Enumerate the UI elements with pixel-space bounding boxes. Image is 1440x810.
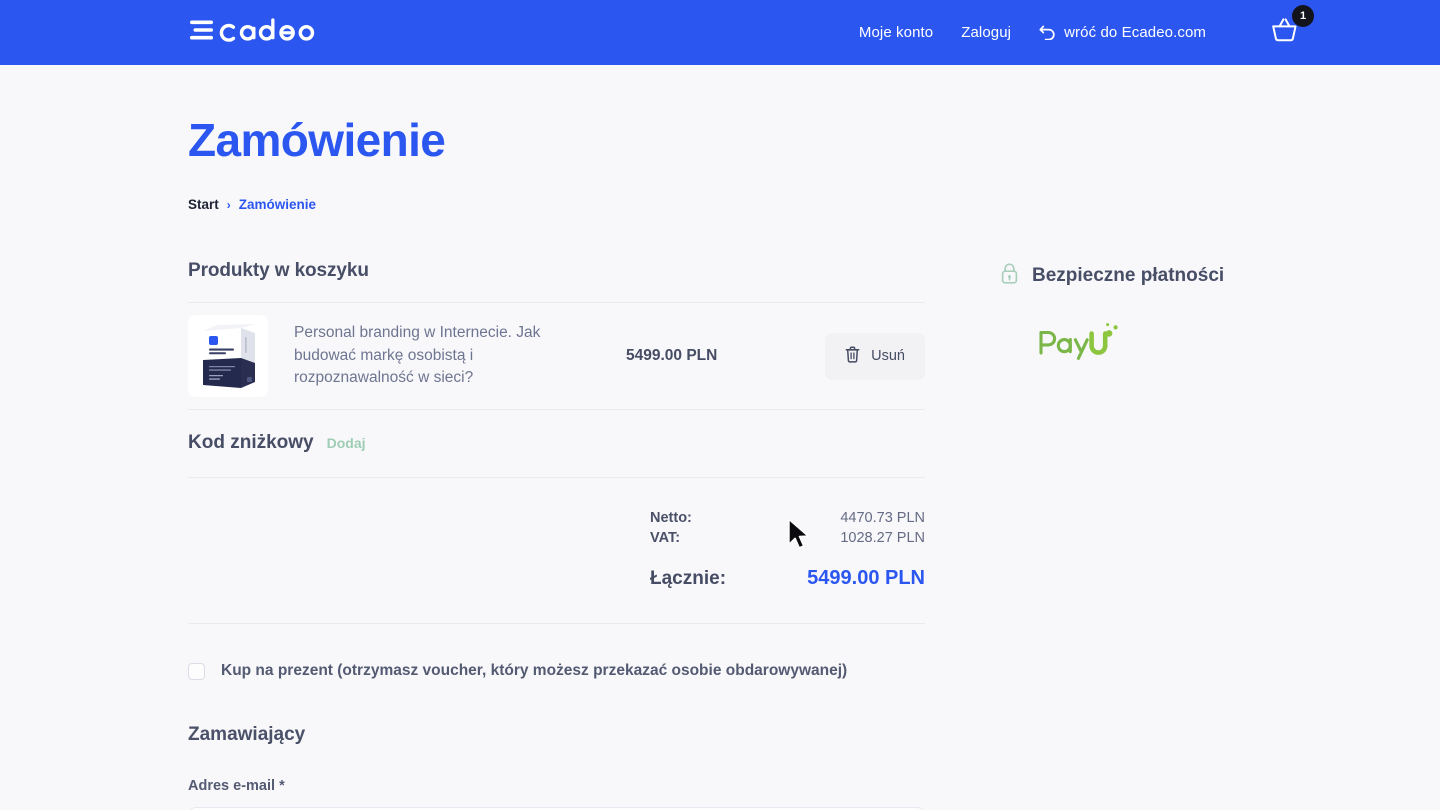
discount-code-label: Kod zniżkowy [188,432,314,453]
breadcrumb-home[interactable]: Start [188,197,219,212]
page-title: Zamówienie [188,114,446,166]
grand-total-label: Łącznie: [650,568,727,589]
divider-totals-bottom [188,623,925,624]
page-body: Zamówienie Start › Zamówienie Produkty w… [0,113,1440,810]
gift-option-row[interactable]: Kup na prezent (otrzymasz voucher, który… [188,624,925,680]
divider-discount-bottom [188,477,925,478]
secure-payments-title: Bezpieczne płatności [1032,265,1225,286]
discount-code-row: Kod zniżkowy Dodaj [188,410,925,477]
header-navigation: Moje konto Zaloguj wróć do Ecadeo.com [859,5,1314,49]
netto-value: 4470.73 PLN [840,510,925,526]
shopping-basket-icon [1270,16,1300,49]
breadcrumb: Start › Zamówienie [188,197,1440,212]
nav-my-account[interactable]: Moje konto [859,24,933,41]
nav-back-to-ecadeo[interactable]: wróć do Ecadeo.com [1039,24,1206,41]
vat-value: 1028.27 PLN [840,530,925,546]
gift-checkbox-label[interactable]: Kup na prezent (otrzymasz voucher, który… [221,662,848,679]
grand-total-row: Łącznie: 5499.00 PLN [650,567,925,590]
netto-label: Netto: [650,510,692,526]
cart-section-heading: Produkty w koszyku [188,260,369,281]
cart-count-badge: 1 [1292,5,1314,27]
secure-payments-header: Bezpieczne płatności [1000,262,1400,290]
discount-add-link[interactable]: Dodaj [326,435,366,451]
vat-label: VAT: [650,530,681,546]
lock-icon [1000,262,1019,290]
product-thumbnail[interactable] [188,315,268,397]
totals-grid: Netto: 4470.73 PLN VAT: 1028.27 PLN [650,510,925,546]
nav-login[interactable]: Zaloguj [961,24,1011,41]
orderer-section-heading: Zamawiający [188,724,306,745]
grand-total-value: 5499.00 PLN [807,567,925,589]
content-columns: Produkty w koszyku [188,260,1440,810]
nav-my-account-label: Moje konto [858,24,934,41]
brand-logo-link[interactable] [190,15,336,50]
ecadeo-logo-icon [190,15,336,50]
divider-cart-bottom [188,409,925,410]
main-column: Produkty w koszyku [188,260,925,810]
cart-item-row: Personal branding w Internecie. Jak budo… [188,303,925,409]
trash-icon [845,345,860,367]
email-field-label: Adres e-mail * [188,778,285,794]
breadcrumb-separator-icon: › [226,197,231,212]
site-header: Moje konto Zaloguj wróć do Ecadeo.com [0,0,1440,65]
gift-checkbox[interactable] [188,662,205,680]
sidebar-column: Bezpieczne płatności [1000,260,1400,367]
undo-arrow-icon [1039,25,1056,41]
breadcrumb-current[interactable]: Zamówienie [238,197,317,212]
remove-item-label: Usuń [871,348,905,364]
cart-button[interactable]: 1 [1270,5,1314,49]
payu-logo [1037,320,1400,367]
order-totals: Netto: 4470.73 PLN VAT: 1028.27 PLN Łącz… [188,478,925,623]
product-title[interactable]: Personal branding w Internecie. Jak budo… [294,324,541,387]
nav-login-label: Zaloguj [961,24,1012,41]
remove-item-button[interactable]: Usuń [825,332,925,380]
nav-back-label: wróć do Ecadeo.com [1064,24,1206,41]
product-price: 5499.00 PLN [626,347,718,364]
divider-cart-top [188,302,925,303]
